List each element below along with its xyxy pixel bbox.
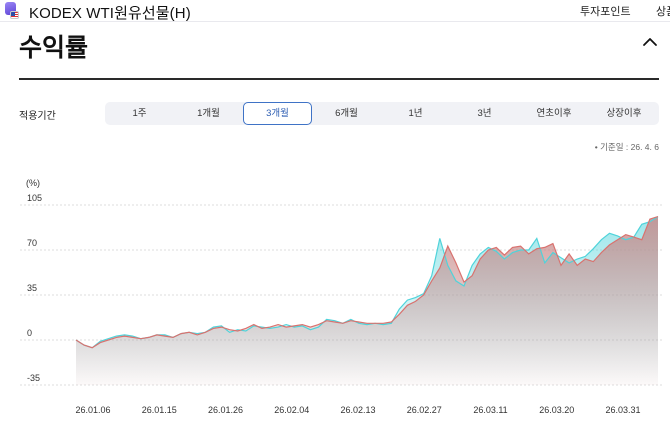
- y-tick-label: 0: [27, 328, 32, 338]
- period-tab-since-listing[interactable]: 상장이후: [606, 108, 642, 119]
- y-tick-label: 35: [27, 283, 37, 293]
- period-label: 적용기간: [19, 111, 56, 122]
- top-bar: KODEX WTI원유선물(H) 투자포인트 상품: [0, 0, 670, 22]
- y-tick-label: 105: [27, 193, 42, 203]
- y-tick-label: -35: [27, 373, 40, 383]
- period-tab-1w[interactable]: 1주: [132, 108, 147, 119]
- series-line-red: [75, 216, 659, 349]
- x-tick-label: 26.03.20: [539, 405, 574, 415]
- fund-logo-with-us-flag-icon: [4, 2, 19, 20]
- x-tick-label: 26.01.26: [208, 405, 243, 415]
- x-tick-label: 26.01.06: [75, 405, 110, 415]
- returns-chart: (%) 105 70 35 0 -35 26.01.06 26.01.15 26.01.26 26…: [20, 178, 664, 415]
- x-tick-label: 26.02.13: [340, 405, 375, 415]
- chevron-up-icon: [643, 38, 657, 46]
- x-tick-label: 26.02.04: [274, 405, 309, 415]
- period-tab-3y[interactable]: 3년: [477, 108, 492, 119]
- series-area-red: [76, 216, 658, 385]
- fund-title: KODEX WTI원유선물(H): [29, 5, 191, 22]
- base-date: • 기준일 : 26. 4. 6: [594, 142, 659, 152]
- period-tab-1m[interactable]: 1개월: [197, 108, 220, 119]
- period-tab-ytd[interactable]: 연초이후: [536, 108, 572, 119]
- y-axis-unit-label: (%): [26, 178, 40, 188]
- period-tab-3m[interactable]: 3개월: [243, 102, 312, 125]
- period-selector: 1주 1개월 3개월 6개월 1년 3년 연초이후 상장이후: [105, 102, 659, 125]
- x-tick-label: 26.03.11: [473, 405, 507, 415]
- x-tick-label: 26.01.15: [142, 405, 177, 415]
- collapse-button[interactable]: [640, 34, 660, 50]
- nav-investment-point[interactable]: 투자포인트: [580, 6, 631, 18]
- x-tick-label: 26.02.27: [407, 405, 442, 415]
- x-tick-label: 26.03.31: [605, 405, 640, 415]
- nav-product[interactable]: 상품: [656, 6, 670, 18]
- period-tab-6m[interactable]: 6개월: [335, 108, 358, 119]
- y-tick-label: 70: [27, 238, 37, 248]
- period-tab-1y[interactable]: 1년: [408, 108, 423, 119]
- section-title-returns: 수익률: [19, 34, 89, 62]
- section-divider: [19, 78, 659, 80]
